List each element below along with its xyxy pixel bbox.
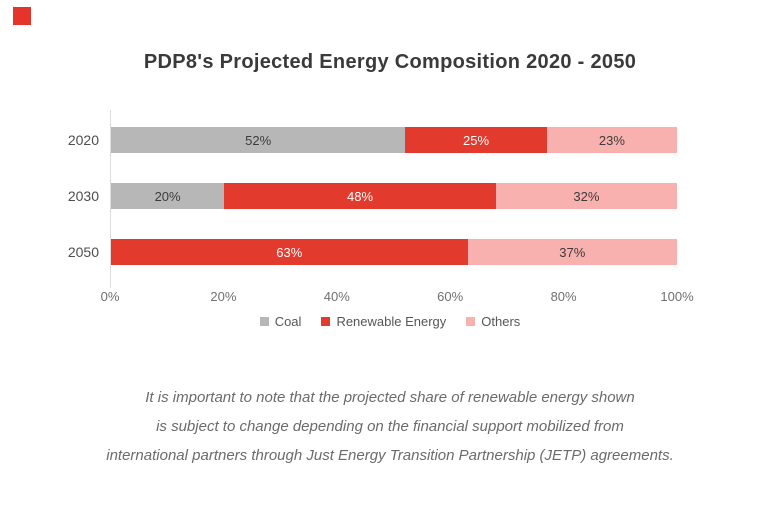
segment-value-label: 23% bbox=[598, 132, 625, 148]
segment-value-label: 48% bbox=[347, 188, 374, 204]
segment-value-label: 37% bbox=[559, 244, 586, 260]
bar-row-2030: 20% 48% 32% bbox=[111, 183, 677, 209]
footnote: It is important to note that the project… bbox=[0, 383, 780, 470]
x-tick-label: 40% bbox=[323, 289, 350, 304]
bar-segment-others: 37% bbox=[467, 239, 677, 265]
bar-segment-others: 23% bbox=[546, 127, 677, 153]
x-tick-label: 80% bbox=[550, 289, 577, 304]
chart-title: PDP8's Projected Energy Composition 2020… bbox=[143, 51, 637, 73]
legend-item-renewable-energy: Renewable Energy bbox=[321, 314, 446, 329]
segment-value-label: 32% bbox=[573, 188, 600, 204]
bar-segment-renewable-energy: 48% bbox=[224, 183, 496, 209]
legend-label: Renewable Energy bbox=[336, 314, 447, 329]
segment-value-label: 52% bbox=[245, 132, 272, 148]
segment-value-label: 63% bbox=[276, 244, 303, 260]
y-axis-line bbox=[110, 110, 111, 288]
x-tick-label: 0% bbox=[100, 289, 120, 304]
footnote-line: is subject to change depending on the fi… bbox=[156, 418, 624, 435]
x-tick-label: 100% bbox=[660, 289, 694, 304]
footnote-line: international partners through Just Ener… bbox=[106, 447, 674, 464]
legend-swatch-icon bbox=[259, 317, 269, 326]
legend-item-others: Others bbox=[466, 314, 520, 329]
chart-legend: Coal Renewable Energy Others bbox=[0, 314, 780, 329]
x-tick-label: 20% bbox=[210, 289, 237, 304]
bar-segment-coal: 20% bbox=[111, 183, 225, 209]
bar-row-2050: 63% 37% bbox=[111, 239, 677, 265]
x-axis-ticks: 0% 20% 40% 60% 80% 100% bbox=[101, 289, 694, 304]
bar-segment-others: 32% bbox=[495, 183, 677, 209]
x-tick-label: 60% bbox=[437, 289, 464, 304]
legend-label: Coal bbox=[274, 314, 302, 329]
legend-swatch-icon bbox=[321, 317, 331, 326]
bar-segment-coal: 52% bbox=[111, 127, 406, 153]
legend-label: Others bbox=[481, 314, 521, 329]
footnote-line: It is important to note that the project… bbox=[145, 389, 635, 406]
bar-segment-renewable-energy: 63% bbox=[111, 239, 468, 265]
category-label-2020: 2020 bbox=[67, 132, 99, 148]
legend-swatch-icon bbox=[466, 317, 476, 326]
legend-item-coal: Coal bbox=[259, 314, 302, 329]
category-label-2030: 2030 bbox=[67, 188, 99, 204]
segment-value-label: 25% bbox=[463, 132, 490, 148]
segment-value-label: 20% bbox=[154, 188, 181, 204]
brand-mark-square bbox=[13, 7, 31, 25]
category-label-2050: 2050 bbox=[67, 244, 99, 260]
bar-segment-renewable-energy: 25% bbox=[405, 127, 547, 153]
bar-row-2020: 52% 25% 23% bbox=[111, 127, 677, 153]
